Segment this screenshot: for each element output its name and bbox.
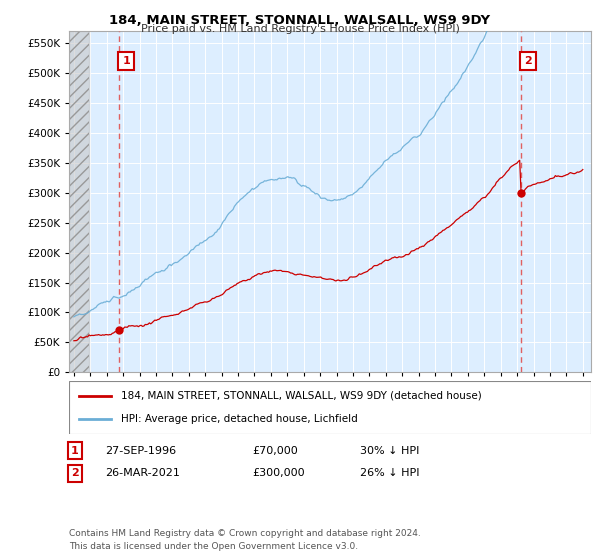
Text: 1: 1 <box>122 56 130 66</box>
Text: £70,000: £70,000 <box>252 446 298 456</box>
Text: 2: 2 <box>524 56 532 66</box>
Text: 30% ↓ HPI: 30% ↓ HPI <box>360 446 419 456</box>
Text: £300,000: £300,000 <box>252 468 305 478</box>
Bar <box>69 31 89 372</box>
Text: 1: 1 <box>71 446 79 456</box>
Text: 26-MAR-2021: 26-MAR-2021 <box>105 468 180 478</box>
Text: 184, MAIN STREET, STONNALL, WALSALL, WS9 9DY (detached house): 184, MAIN STREET, STONNALL, WALSALL, WS9… <box>121 391 482 401</box>
Text: 184, MAIN STREET, STONNALL, WALSALL, WS9 9DY: 184, MAIN STREET, STONNALL, WALSALL, WS9… <box>109 14 491 27</box>
Text: 2: 2 <box>71 468 79 478</box>
Text: Contains HM Land Registry data © Crown copyright and database right 2024.
This d: Contains HM Land Registry data © Crown c… <box>69 529 421 550</box>
Text: Price paid vs. HM Land Registry's House Price Index (HPI): Price paid vs. HM Land Registry's House … <box>140 24 460 34</box>
Text: 26% ↓ HPI: 26% ↓ HPI <box>360 468 419 478</box>
Bar <box>69 31 89 372</box>
Text: 27-SEP-1996: 27-SEP-1996 <box>105 446 176 456</box>
Text: HPI: Average price, detached house, Lichfield: HPI: Average price, detached house, Lich… <box>121 414 358 424</box>
